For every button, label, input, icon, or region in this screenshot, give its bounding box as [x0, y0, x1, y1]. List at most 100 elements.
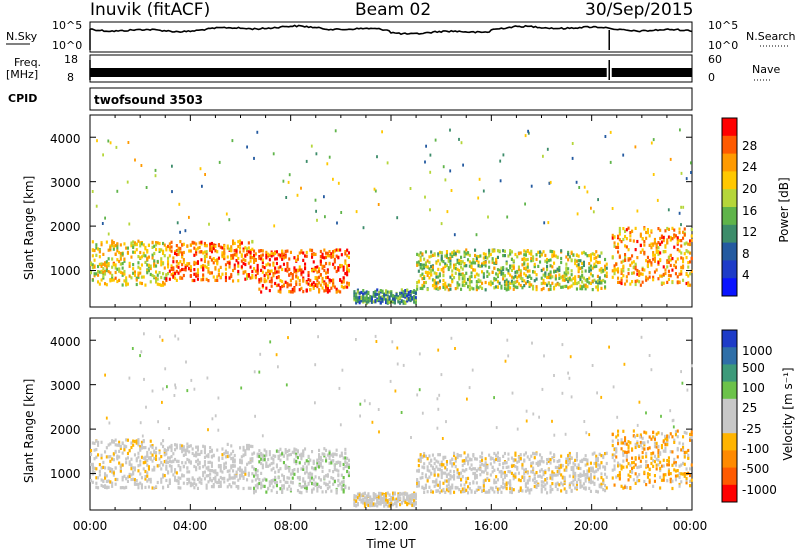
velocity-cell: [114, 450, 117, 454]
velocity-cell: [586, 469, 589, 473]
velocity-cell: [254, 478, 257, 482]
power-cell: [247, 274, 250, 278]
power-cell: [438, 262, 441, 266]
power-cell: [163, 266, 166, 270]
power-cell: [339, 278, 342, 282]
power-cell: [421, 286, 424, 291]
velocity-cell: [465, 468, 468, 472]
power-cell: [595, 260, 598, 264]
power-cell: [461, 277, 464, 281]
power-cell: [589, 272, 592, 276]
power-cell: [438, 250, 441, 254]
velocity-cell: [424, 483, 427, 487]
velocity-cell: [421, 472, 424, 476]
power-cell: [265, 286, 268, 290]
power-cell: [249, 265, 252, 269]
power-cell: [135, 276, 138, 280]
velocity-cell: [593, 482, 596, 486]
power-cell: [553, 250, 556, 254]
velocity-cell: [467, 460, 470, 464]
power-cell: [254, 269, 257, 273]
power-cell: [282, 252, 285, 256]
power-cell: [214, 244, 217, 248]
velocity-cell: [636, 433, 639, 437]
power-cell: [275, 270, 278, 274]
velocity-cell: [275, 490, 278, 494]
power-cell: [456, 249, 459, 253]
velocity-cell: [312, 467, 315, 471]
velocity-cell: [207, 428, 209, 432]
velocity-cell: [261, 454, 264, 458]
velocity-cell: [274, 475, 277, 479]
velocity-cell: [182, 465, 185, 469]
velocity-cell: [170, 448, 173, 453]
power-cell: [542, 278, 545, 282]
power-cell: [216, 259, 219, 263]
power-cell: [386, 290, 389, 294]
power-cell: [690, 269, 693, 273]
power-cell: [181, 263, 184, 267]
velocity-cell: [570, 456, 573, 460]
power-cell: [676, 248, 679, 252]
velocity-cell: [639, 435, 642, 439]
velocity-cell: [560, 473, 563, 477]
velocity-cell: [130, 445, 133, 450]
velocity-cell: [318, 453, 321, 457]
power-cell: [133, 273, 136, 277]
velocity-cell: [195, 466, 198, 470]
power-cell: [475, 283, 478, 287]
velocity-cell: [144, 455, 147, 459]
velocity-cell: [428, 461, 431, 465]
velocity-cell: [437, 483, 440, 487]
velocity-cell: [360, 498, 363, 502]
power-cell: [397, 300, 400, 304]
velocity-cell: [567, 453, 570, 458]
power-cell: [258, 255, 261, 259]
velocity-cell: [461, 475, 464, 479]
power-cell: [253, 256, 256, 260]
velocity-cell: [392, 496, 395, 501]
velocity-cell: [608, 345, 610, 349]
power-cell: [444, 262, 447, 266]
power-cell: [132, 240, 135, 244]
power-cell: [207, 270, 210, 274]
velocity-cell: [193, 486, 196, 490]
velocity-cell: [165, 452, 168, 456]
velocity-cell: [673, 461, 676, 465]
power-cell: [652, 253, 655, 257]
velocity-cell: [624, 436, 627, 440]
power-cell: [484, 255, 487, 260]
velocity-cell: [646, 475, 649, 479]
velocity-cell: [268, 453, 271, 457]
velocity-cell: [568, 454, 571, 458]
velocity-cell: [242, 475, 245, 479]
velocity-cell: [680, 472, 683, 476]
power-cell: [442, 285, 445, 289]
velocity-cell: [135, 439, 138, 443]
velocity-cell: [676, 474, 679, 478]
power-cell: [314, 266, 317, 270]
velocity-cell: [217, 396, 220, 400]
velocity-cell: [683, 472, 686, 476]
power-cell: [627, 226, 630, 230]
velocity-cell: [413, 495, 416, 499]
velocity-cell: [493, 460, 496, 464]
velocity-cell: [135, 482, 138, 486]
power-cell: [203, 250, 206, 254]
velocity-cell: [406, 503, 409, 507]
velocity-cell: [655, 432, 658, 436]
velocity-cell: [118, 449, 121, 453]
power-cell: [107, 262, 110, 266]
velocity-cell: [181, 474, 184, 478]
velocity-cell: [470, 463, 473, 467]
velocity-cell: [144, 469, 147, 474]
velocity-cell: [386, 504, 389, 508]
power-cell: [653, 259, 656, 263]
power-cell: [479, 279, 482, 283]
velocity-cell: [177, 464, 180, 468]
velocity-cell: [625, 454, 628, 458]
velocity-cell: [251, 472, 254, 476]
power-cell: [656, 198, 659, 202]
velocity-cell: [437, 348, 440, 352]
velocity-cell: [445, 488, 448, 492]
